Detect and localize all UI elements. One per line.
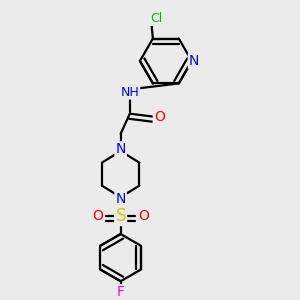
Text: N: N	[116, 142, 126, 156]
Text: O: O	[92, 209, 103, 223]
Text: O: O	[139, 209, 149, 223]
Text: N: N	[116, 192, 126, 206]
Text: S: S	[116, 207, 126, 225]
Text: O: O	[154, 110, 165, 124]
Text: F: F	[117, 285, 124, 299]
Text: Cl: Cl	[151, 12, 163, 25]
Text: N: N	[189, 54, 199, 68]
Text: NH: NH	[121, 85, 139, 99]
